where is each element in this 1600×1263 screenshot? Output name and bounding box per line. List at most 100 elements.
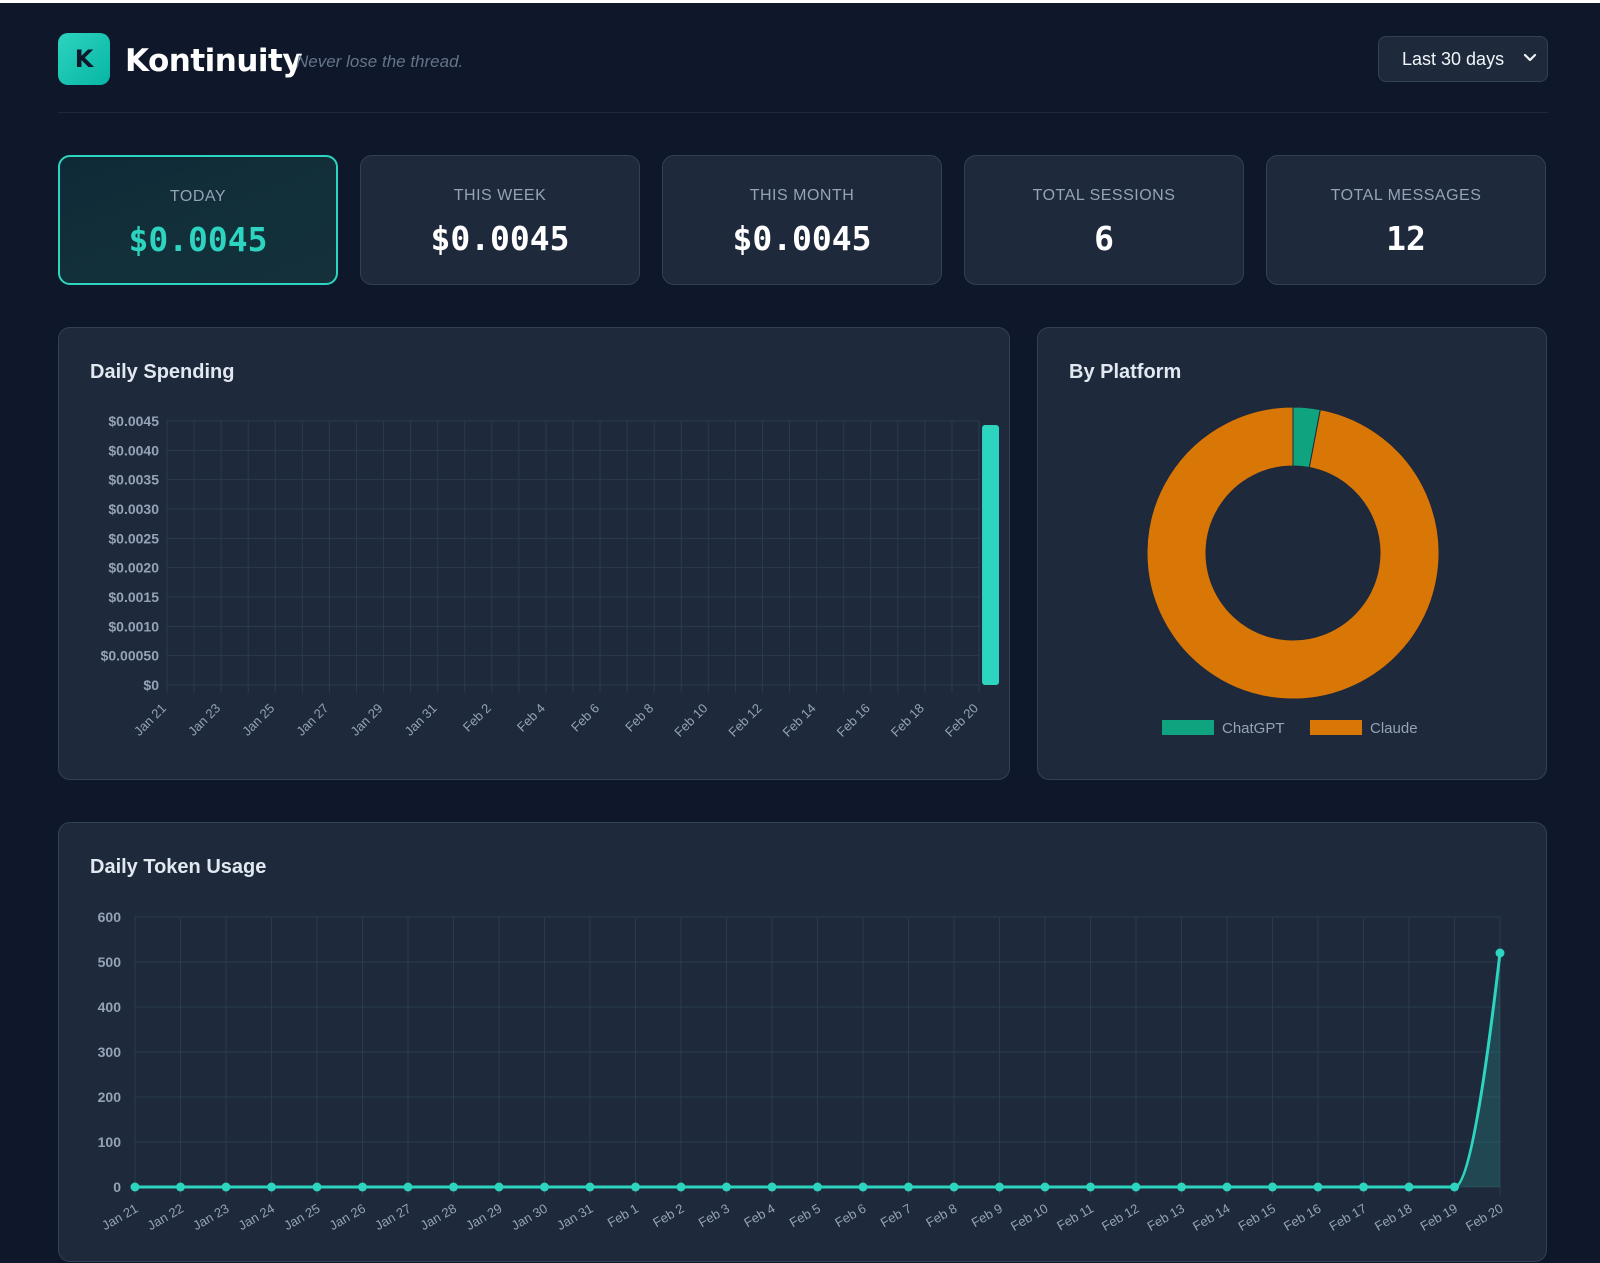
y-tick-label: $0.0010 (108, 618, 159, 634)
brand-name: Kontinuity (125, 43, 303, 79)
y-tick-label: $0.00050 (101, 648, 160, 664)
x-tick-label: Feb 4 (741, 1201, 777, 1231)
y-tick-label: 400 (98, 999, 122, 1015)
x-tick-label: Feb 6 (568, 701, 602, 735)
y-tick-label: 300 (98, 1044, 122, 1060)
x-tick-label: Feb 9 (969, 1201, 1005, 1231)
y-tick-label: 100 (98, 1134, 122, 1150)
token-data-point (904, 1182, 913, 1192)
token-data-point (813, 1182, 822, 1192)
daily-token-panel: Daily Token Usage 0 100 200 300 400 500 600 Jan… (58, 822, 1547, 1262)
x-tick-label: Feb 16 (834, 701, 873, 740)
x-tick-label: Feb 16 (1281, 1201, 1324, 1234)
chevron-down-icon (1523, 53, 1537, 62)
x-tick-label: Jan 31 (402, 701, 440, 739)
y-tick-label: $0 (143, 677, 159, 693)
x-tick-label: Jan 29 (347, 701, 385, 739)
token-data-point (949, 1182, 959, 1192)
token-data-point (722, 1182, 731, 1192)
date-range-select[interactable]: Last 30 days (1378, 36, 1548, 82)
x-tick-label: Jan 31 (554, 1201, 595, 1234)
stat-card-total-messages: TOTAL MESSAGES 12 (1266, 155, 1546, 285)
stat-label: THIS MONTH (749, 187, 855, 204)
y-tick-label: $0.0015 (108, 589, 159, 605)
x-tick-label: Feb 18 (888, 701, 927, 740)
stat-card-this-week: THIS WEEK $0.0045 (360, 155, 640, 285)
token-data-point (1359, 1182, 1368, 1192)
x-tick-label: Feb 10 (1008, 1201, 1051, 1234)
token-data-point (1131, 1182, 1141, 1192)
panel-title: Daily Spending (90, 361, 235, 383)
token-data-point (1086, 1182, 1095, 1192)
stat-label: THIS WEEK (453, 187, 547, 204)
x-tick-label: Feb 5 (787, 1201, 823, 1231)
by-platform-chart: ChatGPT Claude (1146, 406, 1440, 737)
y-tick-label: 200 (98, 1089, 122, 1105)
x-tick-label: Jan 21 (99, 1201, 140, 1234)
stat-value: $0.0045 (732, 219, 872, 258)
token-data-point (995, 1182, 1004, 1192)
stat-card-today: TODAY $0.0045 (58, 155, 338, 285)
legend-label-claude: Claude (1370, 720, 1418, 737)
token-data-point (176, 1182, 185, 1192)
token-data-point (1268, 1182, 1277, 1192)
token-data-point (1222, 1182, 1232, 1192)
y-tick-label: 600 (98, 909, 122, 925)
token-data-point (1313, 1182, 1323, 1192)
y-tick-label: 0 (113, 1179, 121, 1195)
by-platform-panel: By Platform ChatGPT Claude (1037, 327, 1547, 780)
x-tick-label: Feb 17 (1326, 1201, 1369, 1234)
x-tick-label: Feb 2 (460, 701, 494, 735)
stat-value: 6 (1094, 219, 1114, 258)
stat-card-this-month: THIS MONTH $0.0045 (662, 155, 942, 285)
x-tick-label: Jan 29 (463, 1201, 504, 1234)
token-data-point (267, 1182, 276, 1192)
x-tick-label: Feb 18 (1372, 1201, 1415, 1234)
x-tick-label: Feb 1 (605, 1201, 641, 1231)
daily-spending-chart: $0 $0.00050 $0.0010 $0.0015 $0.0020 $0.0025 $0… (101, 413, 1000, 740)
token-data-point (130, 1182, 140, 1192)
token-data-point (1177, 1182, 1186, 1192)
x-tick-label: Feb 2 (650, 1201, 686, 1231)
x-tick-label: Feb 20 (1463, 1201, 1506, 1234)
x-tick-label: Feb 20 (942, 701, 981, 740)
token-data-point (494, 1182, 504, 1192)
x-tick-label: Jan 24 (236, 1201, 277, 1234)
x-tick-label: Jan 30 (509, 1201, 550, 1234)
x-tick-label: Jan 27 (372, 1201, 413, 1234)
x-tick-label: Jan 22 (145, 1201, 186, 1234)
token-data-point (403, 1182, 413, 1192)
x-tick-label: Feb 4 (514, 701, 548, 735)
x-tick-label: Feb 3 (696, 1201, 732, 1231)
legend-swatch-claude (1310, 720, 1362, 735)
stat-value: $0.0045 (430, 219, 570, 258)
x-tick-label: Feb 14 (1190, 1201, 1233, 1234)
x-tick-label: Jan 28 (418, 1201, 459, 1234)
token-data-point (1404, 1182, 1414, 1192)
y-tick-label: $0.0035 (108, 472, 159, 488)
token-data-point (449, 1182, 458, 1192)
panel-title: By Platform (1069, 361, 1182, 383)
x-tick-label: Jan 27 (293, 701, 331, 739)
token-data-point (858, 1182, 868, 1192)
x-tick-label: Feb 12 (725, 701, 764, 740)
x-tick-label: Feb 14 (779, 701, 818, 740)
token-data-point (767, 1182, 777, 1192)
x-tick-label: Feb 6 (832, 1201, 868, 1231)
y-tick-label: $0.0020 (108, 560, 159, 576)
x-tick-label: Feb 12 (1099, 1201, 1142, 1234)
app-logo[interactable]: K (58, 33, 110, 85)
x-tick-label: Jan 21 (131, 701, 169, 739)
token-data-point (1040, 1182, 1050, 1192)
x-tick-label: Feb 15 (1235, 1201, 1278, 1234)
x-tick-label: Feb 11 (1054, 1201, 1096, 1234)
stat-value: $0.0045 (128, 220, 268, 259)
x-tick-label: Jan 26 (327, 1201, 368, 1234)
token-data-point (676, 1182, 686, 1192)
stat-value: 12 (1386, 219, 1426, 258)
token-data-point (312, 1182, 322, 1192)
token-data-point (1450, 1182, 1459, 1192)
x-tick-label: Jan 25 (281, 1201, 322, 1234)
